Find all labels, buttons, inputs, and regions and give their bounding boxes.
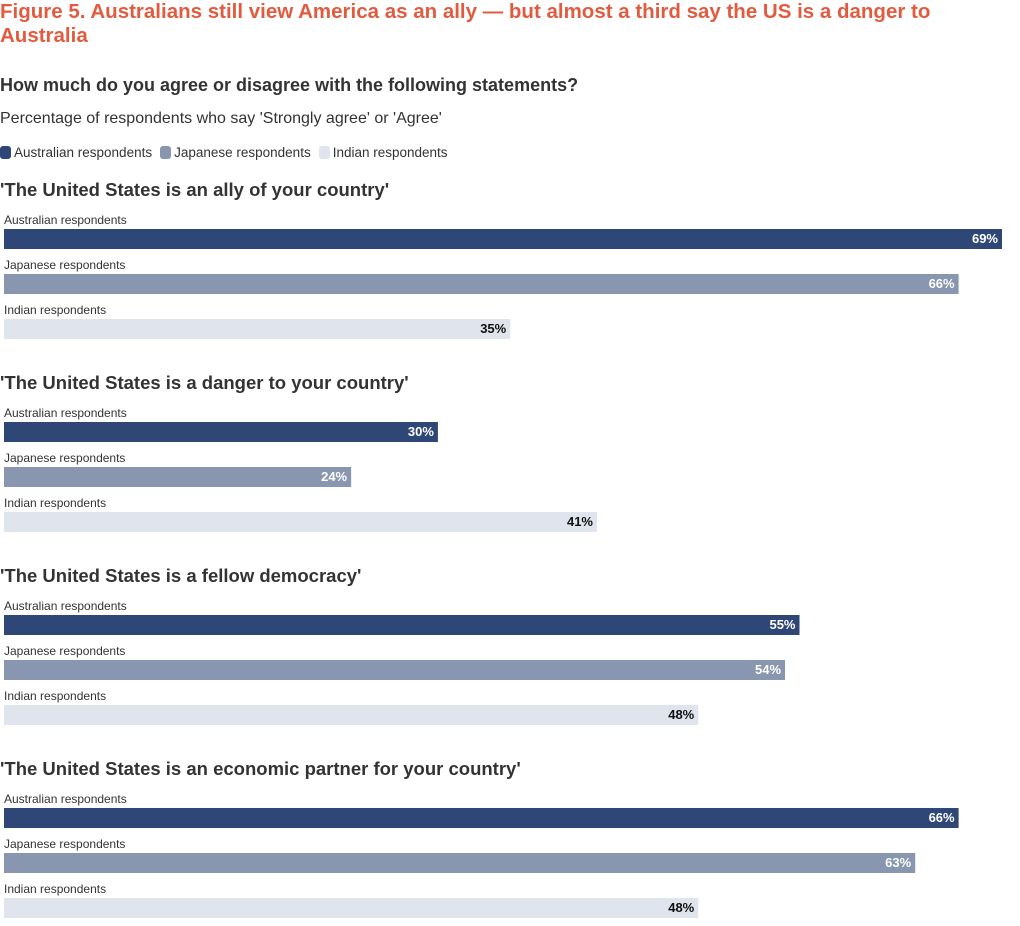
legend: Australian respondents Japanese responde… (0, 145, 456, 160)
group-title-democracy: 'The United States is a fellow democracy… (0, 565, 361, 586)
bar-ally-australian (4, 229, 1002, 249)
bar-ally-indian (4, 319, 511, 339)
legend-swatch-japanese (160, 146, 172, 159)
legend-label-indian: Indian respondents (332, 145, 448, 160)
bar-label-economic-partner-australian: Australian respondents (4, 792, 127, 806)
bar-label-economic-partner-japanese: Japanese respondents (4, 837, 125, 851)
group-title-economic-partner: 'The United States is an economic partne… (0, 758, 521, 779)
bar-danger-indian (4, 512, 598, 532)
data-label-ally-australian: 69% (972, 231, 998, 246)
data-label-economic-partner-australian: 66% (929, 810, 955, 825)
data-label-democracy-australian: 55% (769, 617, 795, 632)
bar-label-danger-australian: Australian respondents (4, 406, 127, 420)
data-label-ally-indian: 35% (480, 321, 506, 336)
bar-label-ally-japanese: Japanese respondents (4, 258, 125, 272)
bar-label-ally-australian: Australian respondents (4, 213, 127, 227)
bar-democracy-indian (4, 705, 699, 725)
chart-subtitle: Percentage of respondents who say 'Stron… (0, 110, 442, 127)
data-label-danger-australian: 30% (408, 424, 434, 439)
bar-ally-japanese (4, 274, 959, 294)
data-label-danger-japanese: 24% (321, 469, 347, 484)
data-label-economic-partner-indian: 48% (668, 900, 694, 915)
legend-swatch-indian (318, 146, 330, 159)
bar-label-democracy-indian: Indian respondents (4, 689, 106, 703)
bar-label-economic-partner-indian: Indian respondents (4, 882, 106, 896)
group-title-danger: 'The United States is a danger to your c… (0, 372, 409, 393)
legend-item-japanese: Japanese respondents (160, 145, 311, 160)
data-label-democracy-indian: 48% (668, 707, 694, 722)
legend-item-australian: Australian respondents (0, 145, 152, 160)
figure-title: Figure 5. Australians still view America… (0, 0, 931, 47)
bar-danger-australian (4, 422, 438, 442)
bar-danger-japanese (4, 467, 352, 487)
bar-democracy-australian (4, 615, 800, 635)
bar-democracy-japanese (4, 660, 786, 680)
bar-label-democracy-australian: Australian respondents (4, 599, 127, 613)
legend-label-japanese: Japanese respondents (174, 145, 311, 160)
legend-item-indian: Indian respondents (318, 145, 448, 160)
bar-label-danger-indian: Indian respondents (4, 496, 106, 510)
bar-label-democracy-japanese: Japanese respondents (4, 644, 125, 658)
bar-economic-partner-japanese (4, 853, 916, 873)
data-label-economic-partner-japanese: 63% (885, 855, 911, 870)
data-label-ally-japanese: 66% (929, 276, 955, 291)
chart-question: How much do you agree or disagree with t… (0, 75, 579, 95)
bar-economic-partner-australian (4, 808, 959, 828)
data-label-danger-indian: 41% (567, 514, 593, 529)
legend-label-australian: Australian respondents (14, 145, 153, 160)
legend-swatch-australian (0, 146, 11, 159)
data-label-democracy-japanese: 54% (755, 662, 781, 677)
bar-label-danger-japanese: Japanese respondents (4, 451, 125, 465)
group-title-ally: 'The United States is an ally of your co… (0, 179, 389, 200)
bar-label-ally-indian: Indian respondents (4, 303, 106, 317)
bar-economic-partner-indian (4, 898, 699, 918)
